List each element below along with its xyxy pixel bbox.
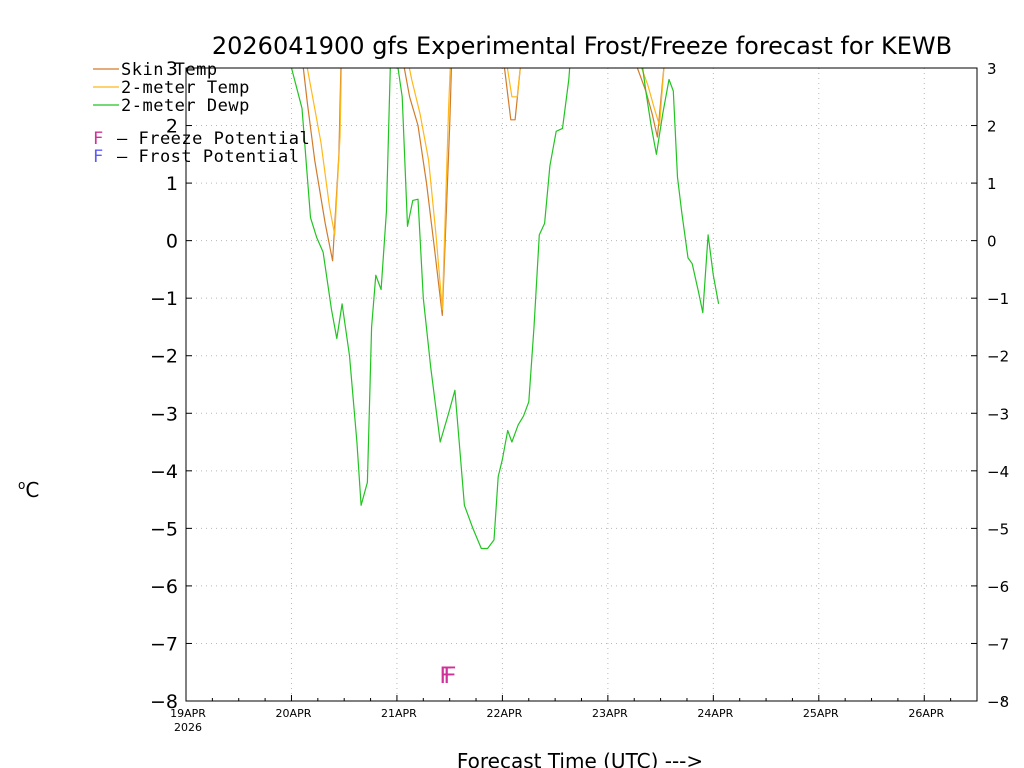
x-tick-label: 24APR: [697, 707, 733, 720]
freeze-potential-marker: F: [443, 664, 456, 689]
series-legend: Skin Temp 2-meter Temp 2-meter Dewp: [93, 60, 250, 116]
y-axis-label-degree: o: [18, 478, 25, 492]
x-tick-sublabel: 2026: [174, 721, 202, 734]
y-tick-label-left: 1: [166, 173, 178, 195]
y-tick-label-right: −2: [987, 348, 1009, 366]
y-tick-label-right: −8: [987, 693, 1009, 711]
x-tick-label: 26APR: [908, 707, 944, 720]
y-tick-label-left: −1: [150, 288, 178, 310]
legend-freeze-potential: – Freeze Potential: [117, 129, 310, 149]
y-tick-label-left: −6: [150, 576, 178, 598]
y-tick-label-right: −4: [987, 463, 1009, 481]
x-tick-label: 25APR: [803, 707, 839, 720]
y-tick-label-left: 3: [166, 58, 178, 80]
y-axis-label: oC: [18, 478, 39, 502]
y-tick-label-right: 2: [987, 118, 997, 136]
legend-skin-temp: Skin Temp: [121, 60, 218, 80]
x-axis-label: Forecast Time (UTC) --->: [457, 749, 703, 768]
legend-freeze-symbol: F: [93, 129, 104, 149]
y-tick-label-left: 0: [166, 231, 178, 253]
y-axis-ticks: 3 3 2 2 1 1 0 0 −1 −1 −2 −2 −3 −3 −4 −4 −5 −5 −6 −6 −7 −7 −8 −8: [150, 58, 1009, 713]
y-tick-label-right: −7: [987, 635, 1009, 653]
y-tick-label-left: −4: [150, 461, 178, 483]
legend-2m-dewp: 2-meter Dewp: [121, 96, 250, 116]
y-tick-label-right: 1: [987, 175, 997, 193]
potential-legend: F – Freeze Potential F – Frost Potential: [93, 129, 310, 167]
grid-lines: [186, 68, 977, 701]
series-2-meter-dewp: [290, 68, 720, 550]
y-axis-label-unit: C: [25, 478, 39, 502]
y-tick-label-left: −2: [150, 346, 178, 368]
series-2-meter-temp: [306, 68, 665, 311]
freeze-potential-marker: F: [439, 664, 452, 689]
y-tick-label-left: −8: [150, 691, 178, 713]
potential-markers: FF: [439, 664, 456, 689]
chart-title: 2026041900 gfs Experimental Frost/Freeze…: [212, 32, 952, 60]
y-tick-label-left: −5: [150, 518, 178, 540]
y-tick-label-right: 0: [987, 233, 997, 251]
x-tick-label: 21APR: [381, 707, 417, 720]
x-tick-label: 22APR: [486, 707, 522, 720]
y-tick-label-right: −6: [987, 578, 1009, 596]
legend-frost-symbol: F: [93, 147, 104, 167]
x-tick-label: 20APR: [276, 707, 312, 720]
y-tick-label-left: −3: [150, 403, 178, 425]
y-tick-label-left: 2: [166, 116, 178, 138]
y-tick-label-right: −5: [987, 520, 1009, 538]
y-tick-label-left: −7: [150, 633, 178, 655]
legend-frost-potential: – Frost Potential: [117, 147, 300, 167]
x-tick-label: 19APR: [170, 707, 206, 720]
x-tick-label: 23APR: [592, 707, 628, 720]
series-lines: [290, 68, 720, 550]
y-tick-label-right: −3: [987, 405, 1009, 423]
series-skin-temp: [302, 68, 665, 316]
y-tick-label-right: −1: [987, 290, 1009, 308]
legend-2m-temp: 2-meter Temp: [121, 78, 250, 98]
y-tick-label-right: 3: [987, 60, 997, 78]
